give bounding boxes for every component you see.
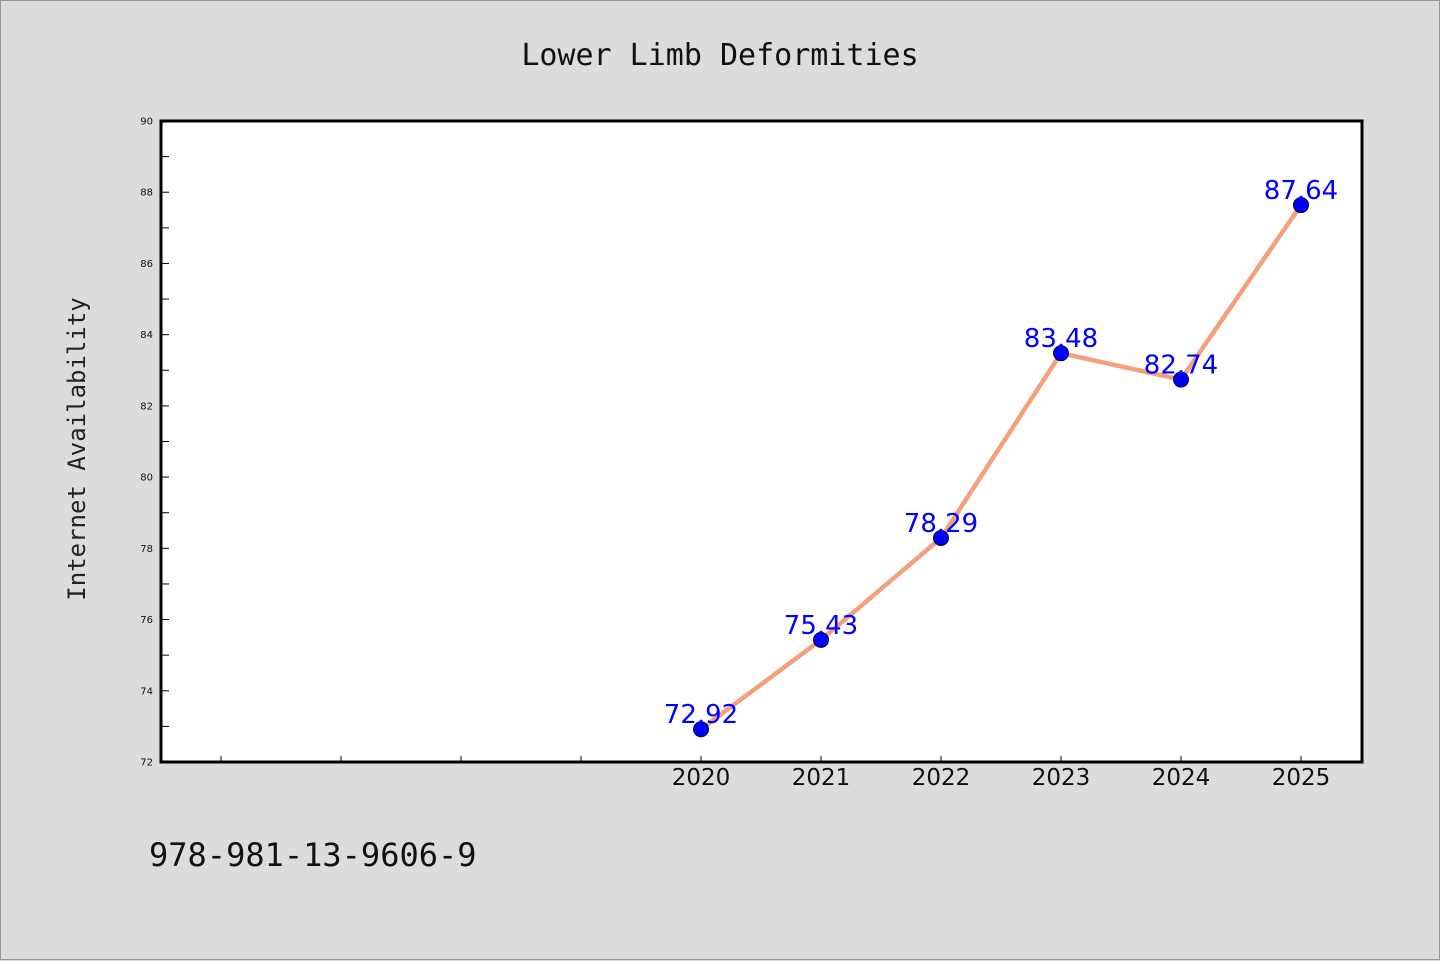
y-tick-label: 80	[140, 473, 153, 484]
y-tick-label: 90	[140, 117, 153, 128]
x-tick-label: 2025	[1272, 765, 1331, 791]
data-point	[1173, 371, 1189, 388]
x-tick-label: 2020	[672, 765, 731, 791]
data-labels: 72.92 75.43 78.29 83.48 82.74 87.64	[664, 176, 1338, 730]
x-tick-label: 2022	[912, 765, 971, 791]
data-label: 82.74	[1144, 351, 1218, 381]
y-tick-label: 86	[140, 259, 153, 270]
data-label: 75.43	[784, 611, 858, 641]
footer-code: 978-981-13-9606-9	[149, 836, 477, 874]
y-tick-label: 84	[140, 330, 153, 341]
data-label: 87.64	[1264, 176, 1338, 206]
x-tick-label: 2023	[1032, 765, 1091, 791]
y-tick-label: 88	[140, 188, 153, 199]
y-axis-label: Internet Availability	[63, 297, 91, 600]
series-line	[698, 202, 1304, 732]
data-label: 78.29	[904, 509, 978, 539]
x-tick-label: 2021	[792, 765, 851, 791]
data-label: 72.92	[664, 700, 738, 730]
chart-title: Lower Limb Deformities	[521, 38, 918, 73]
data-point	[1053, 345, 1069, 362]
data-point	[693, 721, 709, 738]
y-tick-label: 74	[140, 686, 153, 697]
y-tick-label: 82	[140, 401, 153, 412]
series-line-path	[698, 202, 1304, 732]
data-label: 83.48	[1024, 324, 1098, 354]
y-tick-label: 78	[140, 544, 153, 555]
series-markers	[693, 197, 1309, 738]
plot-border	[159, 119, 1364, 764]
x-tick-label: 2024	[1152, 765, 1211, 791]
y-tick-label: 72	[140, 758, 153, 769]
plot-area	[161, 121, 1362, 762]
data-point	[1293, 197, 1309, 214]
axis-ticks: 72 74 76 78 80 82 84 86 88 90 2020 2021 2022 2023 2024…	[140, 117, 1330, 792]
data-point	[813, 631, 829, 648]
data-point	[933, 530, 949, 547]
y-tick-label: 76	[140, 615, 153, 626]
